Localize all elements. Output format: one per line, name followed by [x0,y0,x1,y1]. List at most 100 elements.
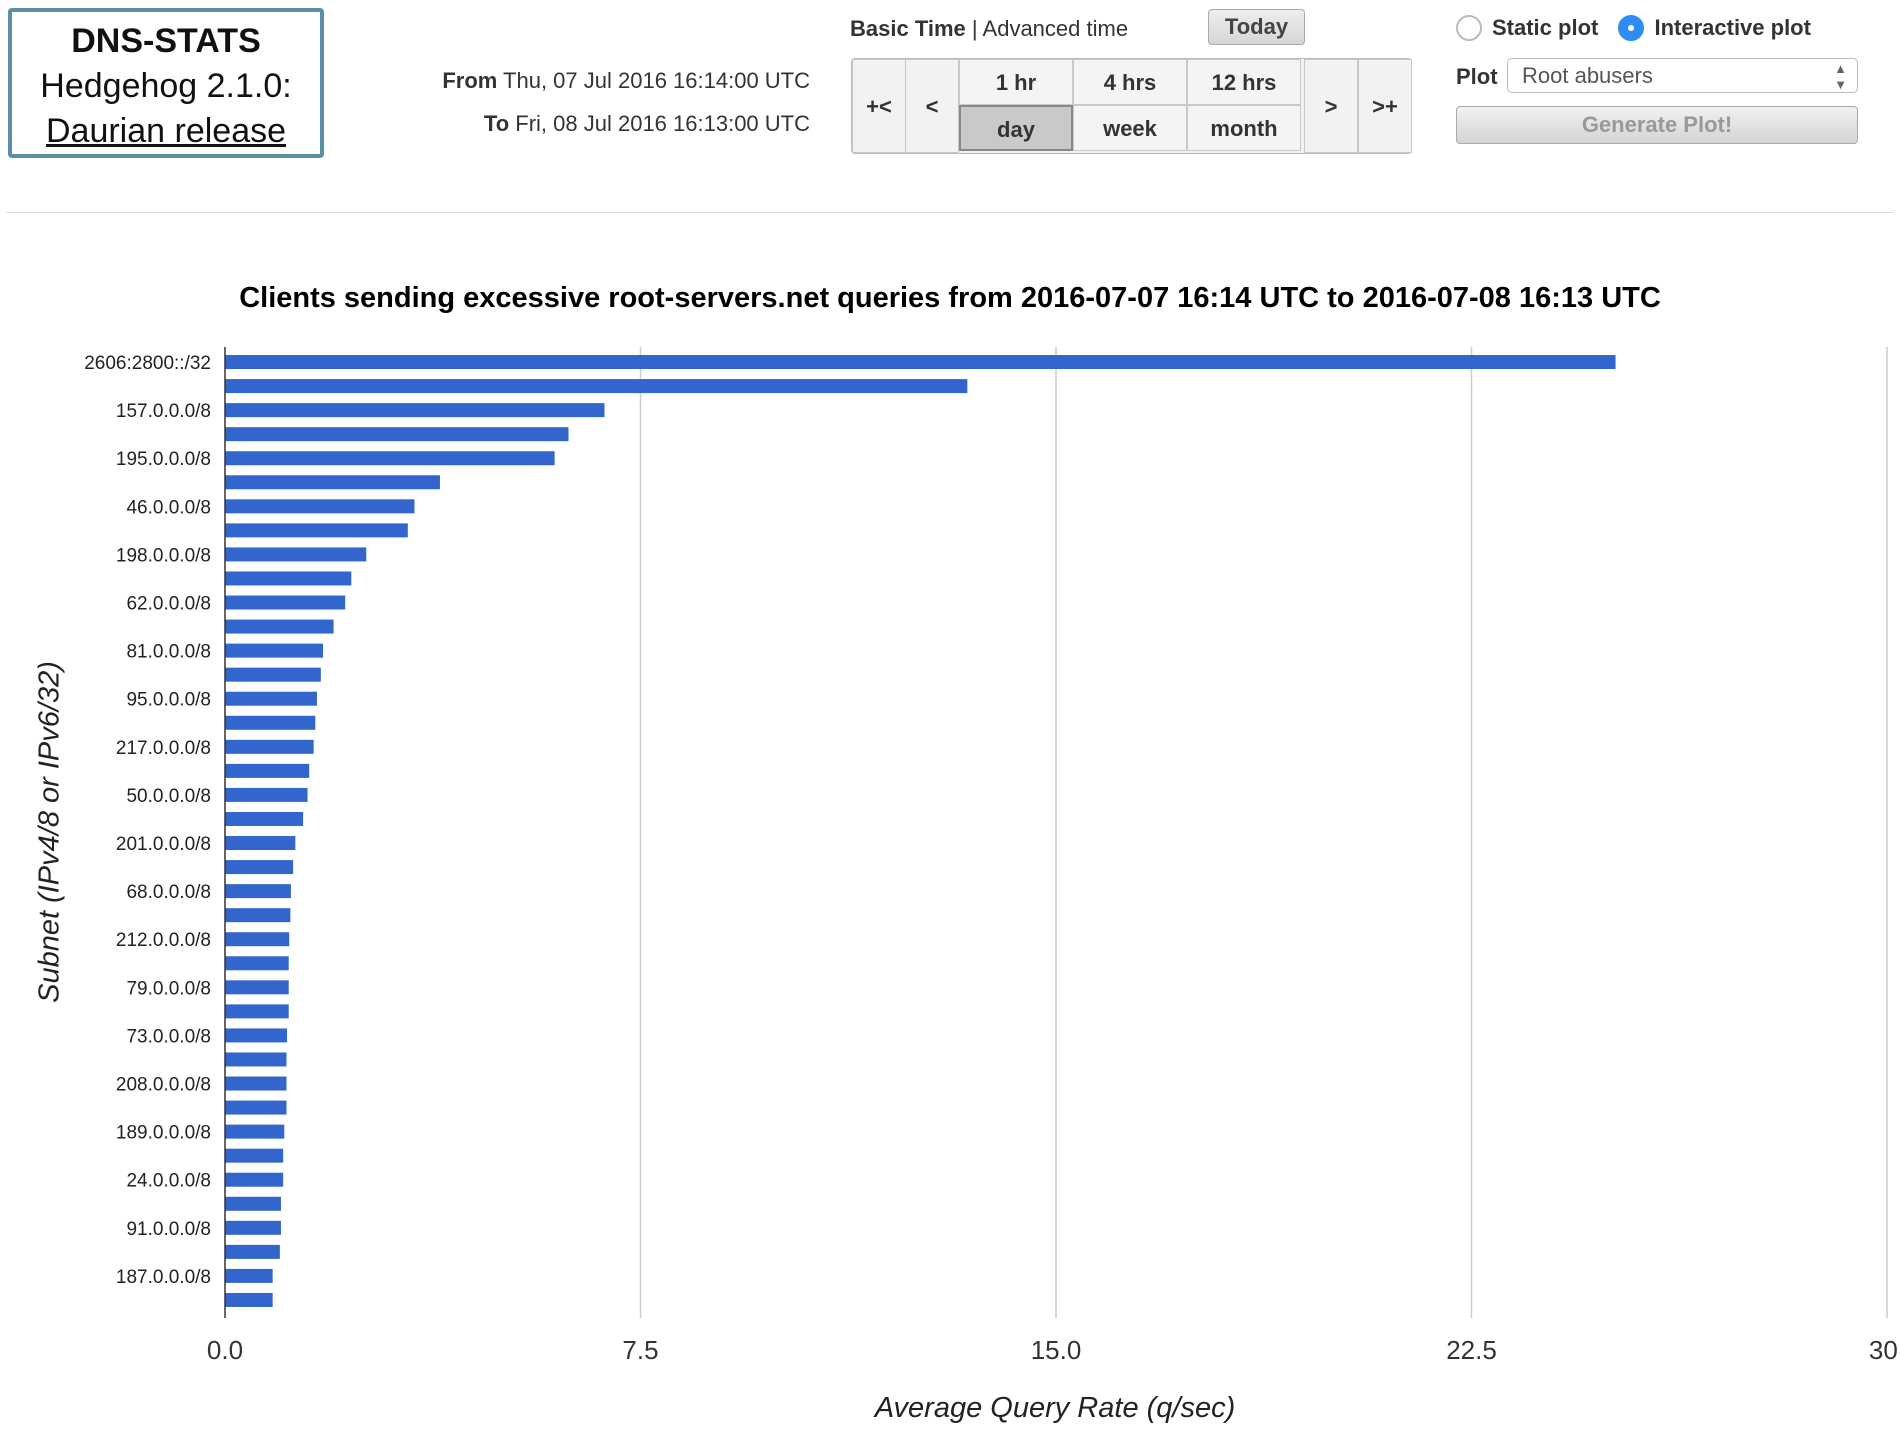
chart-title: Clients sending excessive root-servers.n… [239,282,1661,314]
advanced-time-link[interactable]: Advanced time [982,16,1129,41]
bar [225,1004,289,1019]
range-12hrs-button[interactable]: 12 hrs [1187,59,1301,105]
y-tick-label: 24.0.0.0/8 [126,1171,211,1192]
logo-title: DNS-STATS [71,22,261,60]
bar [225,884,291,899]
range-day-button[interactable]: day [959,105,1073,151]
y-tick-label: 208.0.0.0/8 [116,1075,211,1096]
bar [225,1196,281,1211]
bar [225,1292,273,1307]
today-button[interactable]: Today [1208,9,1305,45]
x-tick-label: 22.5 [1446,1335,1497,1365]
plot-mode-group: Static plot Interactive plot [1456,14,1825,42]
time-mode-switch: Basic Time | Advanced time [850,16,1128,42]
time-mode-separator: | [971,16,978,41]
y-tick-label: 157.0.0.0/8 [116,401,211,422]
release-link[interactable]: Daurian release [45,112,287,150]
y-tick-label: 217.0.0.0/8 [116,738,211,759]
generate-plot-button[interactable]: Generate Plot! [1456,106,1858,144]
bar [225,1076,287,1091]
bar [225,811,304,826]
bar [225,643,324,658]
bar [225,787,308,802]
bar [225,1052,287,1067]
bar [225,836,296,851]
y-tick-label: 91.0.0.0/8 [126,1219,211,1240]
bar [225,1100,287,1115]
bar [225,1268,273,1283]
range-month-button[interactable]: month [1187,105,1301,151]
bar [225,715,316,730]
bar [225,956,289,971]
bar [225,667,321,682]
bar [225,595,346,610]
logo-box: DNS-STATS Hedgehog 2.1.0: Daurian releas… [8,8,324,158]
y-tick-label: 79.0.0.0/8 [126,978,211,999]
bar [225,403,605,418]
y-tick-label: 187.0.0.0/8 [116,1267,211,1288]
y-tick-label: 95.0.0.0/8 [126,690,211,711]
bar [225,980,289,995]
basic-time-link[interactable]: Basic Time [850,16,966,41]
bar [225,619,334,634]
to-label: To [483,111,510,136]
static-plot-radio[interactable] [1456,15,1482,42]
range-1hr-button[interactable]: 1 hr [959,59,1073,105]
y-tick-label: 195.0.0.0/8 [116,449,211,470]
y-tick-label: 68.0.0.0/8 [126,882,211,903]
y-tick-label: 50.0.0.0/8 [126,786,211,807]
y-tick-label: 189.0.0.0/8 [116,1123,211,1144]
interactive-plot-radio[interactable] [1618,15,1645,42]
y-tick-label: 198.0.0.0/8 [116,545,211,566]
bar [225,1244,280,1259]
bar [225,763,310,778]
updown-arrows-icon: ▲ ▼ [1834,61,1847,92]
prev-button[interactable]: < [905,59,959,153]
x-tick-label: 15.0 [1031,1335,1082,1365]
y-axis-label: Subnet (IPv4/8 or IPv6/32) [33,661,66,1003]
last-button[interactable]: >+ [1358,59,1412,153]
plot-select-label: Plot [1456,64,1498,89]
time-navigation: +< < 1 hr 4 hrs 12 hrs day week month > … [851,58,1412,154]
x-axis-label: Average Query Rate (q/sec) [874,1392,1236,1424]
bar [225,908,291,923]
y-tick-label: 46.0.0.0/8 [126,497,211,518]
bar [225,475,440,490]
bar [225,547,367,562]
to-value: Fri, 08 Jul 2016 16:13:00 UTC [515,111,810,136]
next-button[interactable]: > [1304,59,1358,153]
bar [225,499,415,514]
y-tick-label: 81.0.0.0/8 [126,642,211,663]
header-divider [6,212,1894,213]
bar [225,691,317,706]
bar [225,427,569,442]
x-tick-label: 30. [1869,1335,1900,1365]
interactive-plot-label[interactable]: Interactive plot [1654,15,1811,41]
range-4hrs-button[interactable]: 4 hrs [1073,59,1187,105]
plot-select-value: Root abusers [1522,63,1653,88]
from-label: From [442,68,498,93]
bar [225,523,408,538]
range-from: From Thu, 07 Jul 2016 16:14:00 UTC [442,68,810,94]
static-plot-label[interactable]: Static plot [1492,15,1599,41]
bar [225,860,294,875]
bar [225,932,290,947]
range-to: To Fri, 08 Jul 2016 16:13:00 UTC [484,111,810,137]
x-tick-label: 0.0 [207,1335,243,1365]
bar [225,1172,284,1187]
bar [225,379,968,394]
from-value: Thu, 07 Jul 2016 16:14:00 UTC [503,68,810,93]
bar [225,355,1616,370]
bar [225,1148,284,1163]
bar [225,571,352,586]
y-tick-label: 212.0.0.0/8 [116,930,211,951]
bar [225,451,555,466]
y-tick-label: 2606:2800::/32 [84,353,211,374]
plot-select[interactable]: Root abusers ▲ ▼ [1507,58,1858,93]
bar [225,1028,288,1043]
y-tick-label: 62.0.0.0/8 [126,594,211,615]
bar [225,1124,285,1139]
range-week-button[interactable]: week [1073,105,1187,151]
bar [225,739,314,754]
